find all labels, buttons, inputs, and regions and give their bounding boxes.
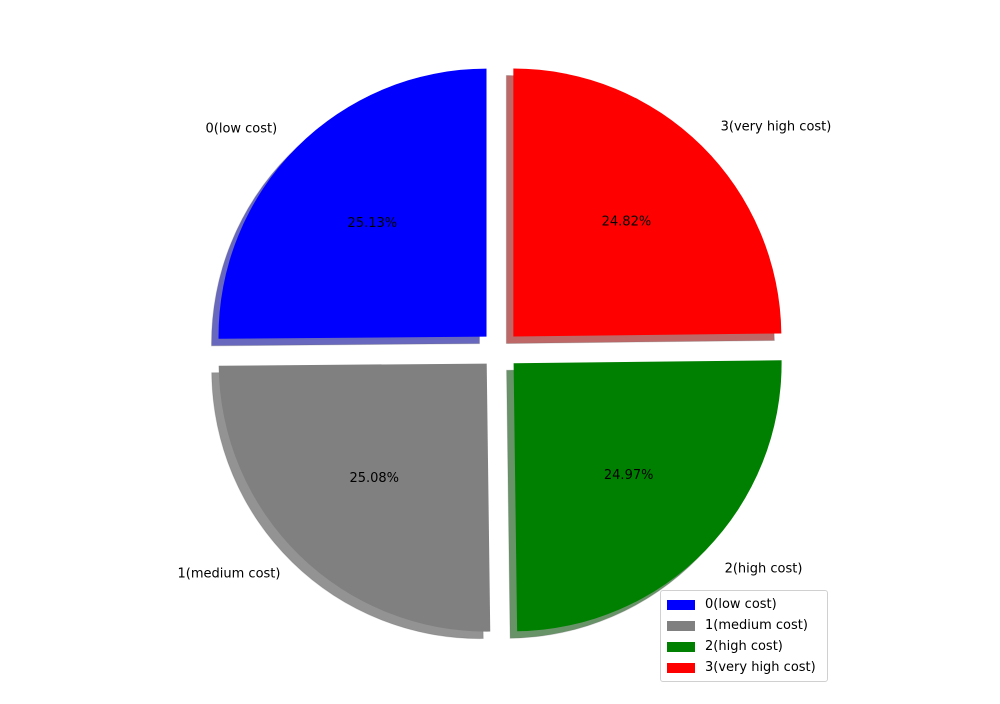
pie-slice-high-cost bbox=[513, 360, 782, 632]
pie-slice-very-high-cost bbox=[513, 68, 782, 337]
category-label-very-high-cost: 3(very high cost) bbox=[721, 119, 832, 134]
legend-item: 0(low cost) bbox=[667, 594, 821, 615]
legend-swatch-low-cost bbox=[667, 599, 695, 610]
legend-item: 3(very high cost) bbox=[667, 657, 821, 678]
pie-slice-low-cost bbox=[218, 68, 487, 339]
legend-label: 3(very high cost) bbox=[705, 660, 816, 675]
legend-item: 2(high cost) bbox=[667, 636, 821, 657]
pie-slice-medium-cost bbox=[218, 363, 491, 632]
category-label-high-cost: 2(high cost) bbox=[725, 562, 803, 577]
legend-swatch-very-high-cost bbox=[667, 662, 695, 673]
slice-labels: 25.13% 0(low cost) 25.08% 1(medium cost) 24.… bbox=[178, 119, 832, 581]
percent-label-low-cost: 25.13% bbox=[348, 216, 398, 231]
percent-label-high-cost: 24.97% bbox=[604, 468, 654, 483]
legend-label: 1(medium cost) bbox=[705, 618, 808, 633]
legend-swatch-medium-cost bbox=[667, 620, 695, 631]
category-label-medium-cost: 1(medium cost) bbox=[178, 567, 281, 582]
category-label-low-cost: 0(low cost) bbox=[205, 122, 277, 137]
legend-label: 2(high cost) bbox=[705, 639, 783, 654]
percent-label-very-high-cost: 24.82% bbox=[602, 215, 652, 230]
legend-swatch-high-cost bbox=[667, 641, 695, 652]
legend: 0(low cost) 1(medium cost) 2(high cost) … bbox=[660, 590, 828, 682]
legend-label: 0(low cost) bbox=[705, 597, 777, 612]
legend-item: 1(medium cost) bbox=[667, 615, 821, 636]
percent-label-medium-cost: 25.08% bbox=[349, 471, 399, 486]
pie-slices bbox=[218, 68, 782, 632]
